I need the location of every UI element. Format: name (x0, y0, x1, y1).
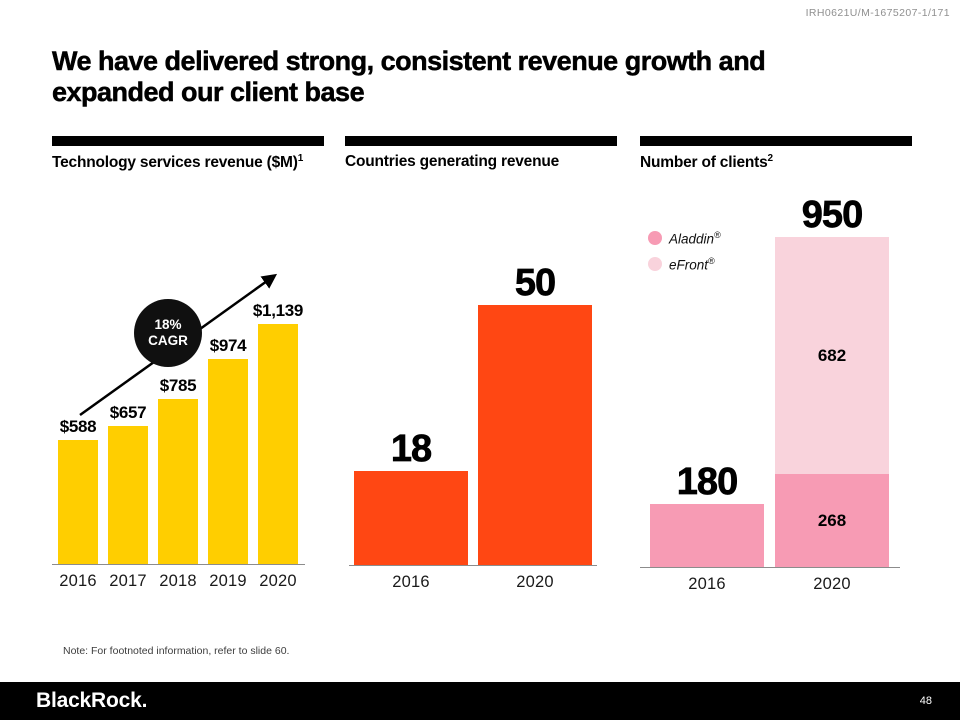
value-label-2016: $588 (59, 417, 97, 436)
segment-label-efront-2020: 682 (817, 345, 847, 365)
axis-label-2020: 2020 (516, 573, 554, 591)
section-heading-clients: Number of clients2 (640, 153, 912, 172)
section-heading-text: Countries generating revenue (345, 153, 560, 170)
aladdin-legend-dot-icon (648, 231, 662, 246)
value-label-2016: 180 (676, 461, 738, 504)
page-title: We have delivered strong, consistent rev… (52, 46, 932, 108)
value-label-2020: 950 (801, 194, 863, 237)
segment-aladdin-2020 (775, 474, 889, 567)
bar-2020 (258, 324, 298, 564)
value-label-2020: $1,139 (252, 301, 304, 320)
footnote-mark: 2 (767, 153, 774, 164)
revenue-bar-chart: $588 2016 $657 2017 $785 2018 $974 2019 $1,139 20… (52, 136, 324, 616)
value-label-2019: $974 (209, 336, 247, 355)
axis-label-2016: 2016 (688, 575, 726, 593)
legend-item-efront: eFront® (648, 256, 721, 273)
bar-2018 (158, 399, 198, 564)
section-countries: Countries generating revenue 18 2016 50 202… (345, 136, 617, 616)
bar-2019 (208, 359, 248, 564)
cagr-label: CAGR (148, 333, 188, 348)
footnote-mark: 1 (297, 153, 304, 164)
segment-efront-2020 (775, 237, 889, 474)
section-clients: Number of clients2 Aladdin® eFront® 180 2… (640, 136, 912, 616)
section-heading-countries: Countries generating revenue (345, 153, 617, 171)
footer-bar: BlackRock. 48 (0, 682, 960, 720)
value-label-2016: 18 (390, 428, 433, 471)
section-divider-bar (640, 136, 912, 146)
clients-stacked-bar-chart: 180 2016 268 682 950 2020 (640, 136, 912, 616)
axis-label-2016: 2016 (392, 573, 430, 591)
cagr-badge: 18% CAGR (134, 299, 202, 367)
value-label-2017: $657 (109, 403, 147, 422)
segment-aladdin-2016 (650, 504, 764, 567)
bar-2020 (478, 305, 592, 565)
axis-label-2017: 2017 (109, 572, 147, 590)
efront-legend-dot-icon (648, 256, 662, 271)
countries-bar-chart: 18 2016 50 2020 (345, 136, 617, 616)
legend-text: Aladdin (669, 231, 715, 247)
section-technology-revenue: Technology services revenue ($M)1 $588 20… (52, 136, 324, 616)
axis-label-2016: 2016 (59, 572, 97, 590)
value-label-2018: $785 (159, 376, 197, 395)
section-heading-technology-revenue: Technology services revenue ($M)1 (52, 153, 324, 172)
section-divider-bar (345, 136, 617, 146)
document-code: IRH0621U/M-1675207-1/171 (805, 7, 950, 19)
legend-item-aladdin: Aladdin® (648, 230, 721, 247)
section-heading-text: Number of clients (640, 154, 768, 172)
bar-2017 (108, 426, 148, 564)
page-number: 48 (919, 695, 932, 707)
x-axis (640, 567, 900, 568)
axis-label-2018: 2018 (159, 572, 197, 590)
value-label-2020: 50 (514, 262, 557, 305)
legend-text: eFront (669, 257, 709, 272)
blackrock-logo: BlackRock. (36, 689, 148, 712)
segment-label-aladdin-2020: 268 (817, 510, 847, 530)
clients-legend: Aladdin® eFront® (648, 230, 721, 281)
cagr-value: 18% (154, 317, 182, 332)
section-divider-bar (52, 136, 324, 146)
bar-2016 (354, 471, 468, 565)
page-title-line1: We have delivered strong, consistent rev… (52, 46, 766, 77)
axis-label-2019: 2019 (209, 572, 247, 590)
footnote-text: Note: For footnoted information, refer t… (63, 645, 290, 657)
axis-label-2020: 2020 (259, 572, 297, 590)
x-axis (349, 565, 597, 566)
legend-label-efront: eFront® (669, 256, 715, 273)
axis-label-2020: 2020 (813, 575, 851, 593)
registered-mark: ® (708, 255, 715, 266)
registered-mark: ® (714, 230, 721, 240)
bar-2016 (58, 440, 98, 564)
x-axis (52, 564, 305, 565)
page-title-line2: expanded our client base (52, 77, 365, 108)
section-heading-text: Technology services revenue ($M) (52, 154, 298, 172)
legend-label-aladdin: Aladdin® (669, 230, 721, 247)
